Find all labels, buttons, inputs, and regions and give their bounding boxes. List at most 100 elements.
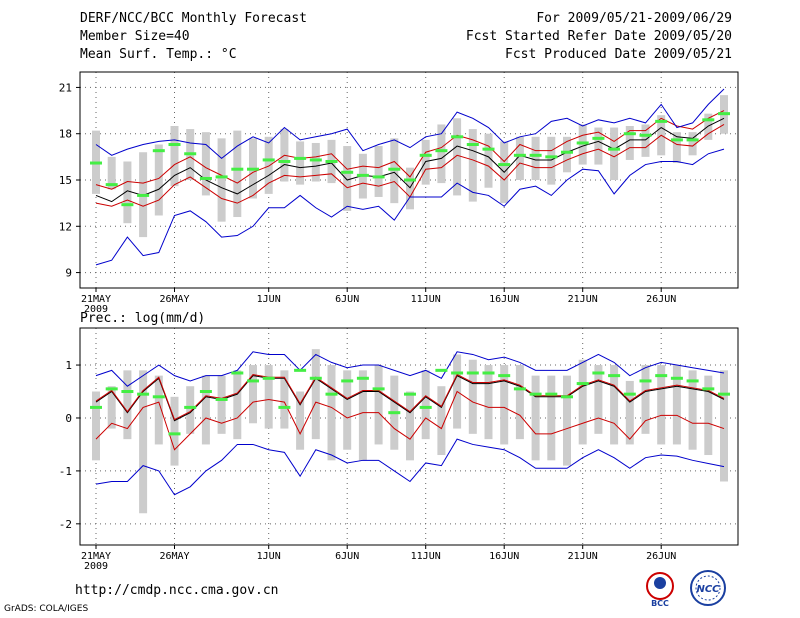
obs-marker — [576, 141, 589, 145]
obs-marker — [561, 395, 573, 399]
range-box — [547, 136, 556, 185]
series-line — [95, 438, 725, 496]
obs-marker — [498, 374, 511, 378]
range-box — [531, 136, 540, 180]
obs-marker — [545, 155, 558, 159]
obs-marker — [639, 379, 652, 383]
series-line — [95, 117, 725, 203]
obs-marker — [121, 390, 134, 394]
obs-marker — [199, 390, 212, 394]
range-box — [343, 146, 352, 211]
obs-marker — [451, 371, 464, 375]
range-box — [296, 141, 305, 185]
obs-marker — [435, 149, 448, 153]
header-left: DERF/NCC/BCC Monthly Forecast Member Siz… — [80, 10, 307, 64]
plot-frame — [79, 71, 739, 289]
obs-marker — [623, 132, 636, 136]
y-tick-label: 15 — [59, 174, 72, 187]
series-line — [95, 374, 725, 422]
range-box — [484, 133, 493, 188]
forecast-period: For 2009/05/21-2009/06/29 — [536, 11, 732, 26]
obs-marker — [718, 392, 730, 396]
ncc-logo-icon: NCC — [690, 570, 726, 606]
obs-marker — [482, 147, 495, 151]
obs-marker — [278, 405, 291, 409]
x-tick-label: 26MAY — [159, 294, 189, 305]
obs-marker — [545, 392, 558, 396]
range-box — [107, 156, 116, 190]
obs-marker — [341, 379, 354, 383]
y-tick-label: 0 — [65, 412, 72, 425]
range-box — [578, 359, 587, 445]
range-box — [704, 375, 713, 456]
obs-marker — [184, 405, 197, 409]
x-tick-label: 26JUN — [646, 551, 676, 562]
footer-url[interactable]: http://cmdp.ncc.cma.gov.cn — [75, 583, 279, 598]
range-box — [249, 365, 257, 424]
obs-marker — [168, 143, 181, 147]
member-size: Member Size=40 — [80, 29, 190, 44]
obs-marker — [623, 392, 636, 396]
range-box — [358, 370, 367, 461]
range-box — [170, 126, 179, 187]
obs-marker — [404, 178, 416, 182]
range-box — [217, 375, 226, 434]
obs-marker — [592, 136, 605, 140]
range-box — [484, 365, 493, 440]
x-tick-year: 2009 — [84, 561, 108, 572]
produced-date: Fcst Produced Date 2009/05/21 — [505, 47, 732, 62]
range-box — [123, 370, 132, 440]
obs-marker — [670, 138, 683, 142]
obs-marker — [655, 374, 668, 378]
obs-marker — [341, 170, 354, 174]
obs-marker — [168, 432, 181, 436]
obs-marker — [152, 395, 165, 399]
header-right: For 2009/05/21-2009/06/29 Fcst Started R… — [466, 10, 732, 64]
x-tick-label: 26MAY — [159, 551, 189, 562]
range-box — [641, 124, 650, 157]
ncc-logo-text: NCC — [696, 584, 720, 595]
obs-marker — [702, 387, 715, 391]
x-tick-label: 11JUN — [411, 294, 441, 305]
range-box — [186, 386, 195, 434]
y-tick-label: 21 — [59, 81, 72, 94]
obs-marker — [121, 203, 134, 207]
range-box — [170, 396, 179, 466]
range-box — [421, 370, 430, 440]
obs-marker — [466, 143, 479, 147]
series-line — [95, 351, 725, 387]
x-tick-label: 16JUN — [489, 294, 519, 305]
x-tick-label: 1JUN — [257, 294, 281, 305]
y-tick-label: -1 — [59, 465, 72, 478]
obs-marker — [608, 374, 621, 378]
obs-marker — [137, 392, 150, 396]
range-box — [563, 375, 571, 466]
range-box — [233, 130, 242, 218]
range-box — [201, 132, 210, 196]
x-tick-label: 6JUN — [335, 551, 359, 562]
range-box — [468, 359, 477, 434]
obs-marker — [513, 153, 526, 157]
range-box — [625, 126, 634, 160]
start-date: Fcst Started Refer Date 2009/05/20 — [465, 29, 732, 44]
obs-marker — [231, 167, 244, 171]
obs-marker — [215, 397, 228, 401]
obs-marker — [372, 387, 385, 391]
footer-credit: GrADS: COLA/IGES — [4, 604, 89, 614]
obs-marker — [388, 411, 401, 415]
obs-marker — [482, 371, 495, 375]
obs-marker — [529, 392, 542, 396]
obs-marker — [356, 376, 369, 380]
obs-marker — [451, 135, 464, 139]
obs-marker — [372, 175, 385, 179]
obs-marker — [309, 376, 322, 380]
range-box — [688, 370, 697, 450]
x-tick-label: 11JUN — [411, 551, 441, 562]
range-box — [406, 391, 414, 461]
x-tick-year: 2009 — [84, 304, 108, 315]
range-box — [139, 370, 148, 514]
x-tick-label: 21JUN — [568, 551, 598, 562]
obs-marker — [388, 167, 401, 171]
obs-marker — [655, 119, 668, 123]
range-box — [594, 365, 603, 434]
